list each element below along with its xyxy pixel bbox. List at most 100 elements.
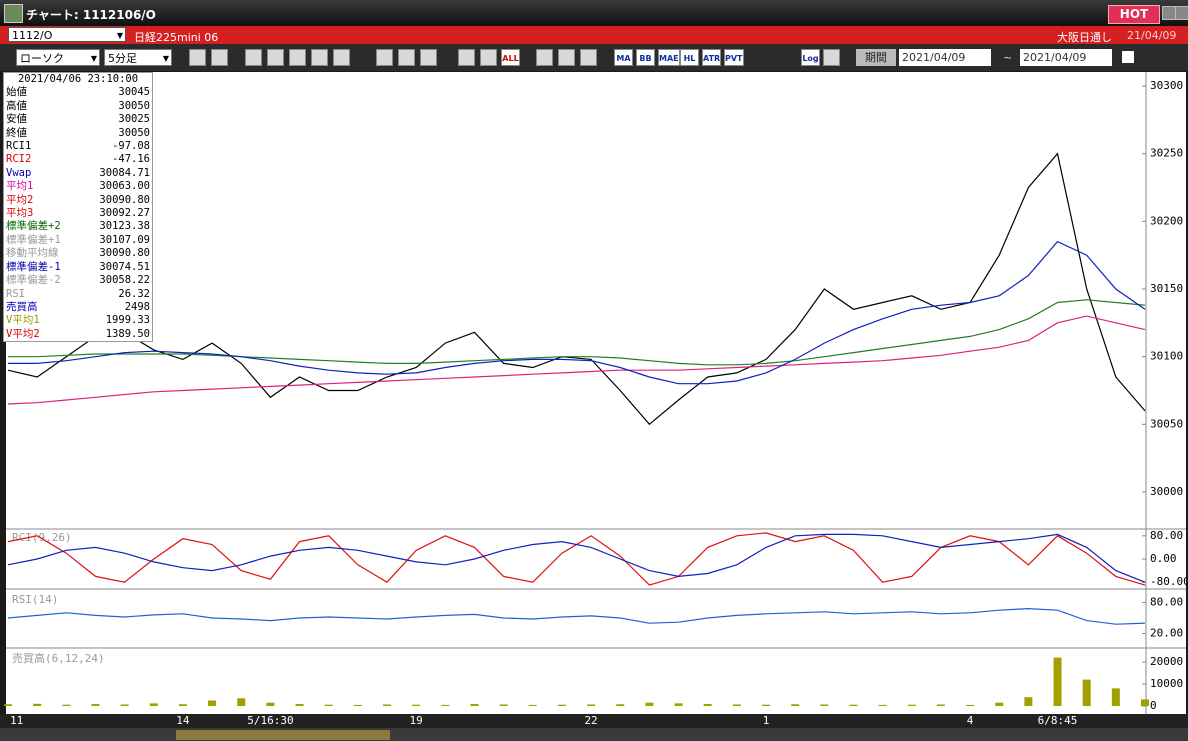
info-row: Vwap 30084.71 <box>4 167 152 180</box>
info-value: 30084.71 <box>99 166 150 179</box>
y-tick-label: 0.00 <box>1150 552 1177 565</box>
info-label: 高値 <box>6 99 27 112</box>
x-tick-label: 22 <box>584 714 597 727</box>
volume-bar <box>528 704 537 706</box>
info-label: 平均2 <box>6 193 34 206</box>
tool-button[interactable] <box>458 49 475 66</box>
volume-bar <box>762 704 770 706</box>
info-row: 平均2 30090.80 <box>4 194 152 207</box>
indicator-button[interactable]: MAE <box>658 49 680 66</box>
scroll-thumb[interactable] <box>176 730 390 740</box>
close-button[interactable] <box>1175 6 1188 20</box>
info-row: 標準偏差-2 30058.22 <box>4 274 152 287</box>
volume-bar <box>120 704 129 706</box>
to-date[interactable]: 2021/04/09 <box>1020 49 1112 66</box>
volume-bar <box>1141 699 1149 706</box>
indicator-button[interactable]: PVT <box>724 49 744 66</box>
y-tick-label: 20.00 <box>1150 627 1183 640</box>
tool-button[interactable] <box>398 49 415 66</box>
tool-button[interactable] <box>536 49 553 66</box>
info-label: 標準偏差+2 <box>6 220 61 233</box>
tool-button[interactable] <box>480 49 497 66</box>
tool-button[interactable] <box>376 49 393 66</box>
info-label: V平均2 <box>6 327 40 340</box>
volume-bar <box>62 704 71 706</box>
tool-button[interactable] <box>189 49 206 66</box>
tool-button[interactable] <box>558 49 575 66</box>
tool-button[interactable] <box>420 49 437 66</box>
info-value: 1999.33 <box>105 314 150 327</box>
info-value: 30090.80 <box>99 193 150 206</box>
indicator-button[interactable]: BB <box>636 49 655 66</box>
y-tick-label: 30250 <box>1150 147 1183 160</box>
series-line <box>7 152 1146 426</box>
panel-title: 売買高(6,12,24) <box>12 651 105 665</box>
y-tick-label: 10000 <box>1150 677 1183 690</box>
info-row: V平均2 1389.50 <box>4 328 152 341</box>
info-value: 30058.22 <box>99 274 150 287</box>
tool-button[interactable] <box>245 49 262 66</box>
series-line <box>7 315 1146 405</box>
indicator-button[interactable]: HL <box>680 49 699 66</box>
symbol-bar: 1112/O 日経225mini 06 大阪日通し 21/04/09 <box>0 26 1188 44</box>
info-value: 2498 <box>124 300 150 313</box>
info-value: 30092.27 <box>99 207 150 220</box>
x-axis-bar <box>0 714 1188 728</box>
window-title: チャート: 1112106/O <box>26 8 156 22</box>
info-row: 標準偏差+2 30123.38 <box>4 220 152 233</box>
all-button[interactable]: ALL <box>501 49 520 66</box>
info-row: 終値 30050 <box>4 127 152 140</box>
y-tick-label: 30300 <box>1150 79 1183 92</box>
tool-button[interactable] <box>289 49 306 66</box>
info-label: 標準偏差-2 <box>6 274 61 287</box>
volume-bar <box>674 703 683 706</box>
info-label: 安値 <box>6 113 27 126</box>
volume-bar <box>91 704 100 706</box>
tool-button[interactable] <box>311 49 328 66</box>
chart-type-select[interactable]: ローソク <box>16 49 100 67</box>
info-datetime: 2021/04/06 23:10:00 <box>4 73 152 86</box>
x-tick-label: 4 <box>967 714 974 727</box>
volume-bar <box>732 704 741 706</box>
period-button[interactable]: 期間 <box>856 49 896 66</box>
volume-bar <box>237 698 246 706</box>
volume-bar <box>149 703 158 706</box>
axis-bg <box>1146 72 1186 714</box>
volume-bar <box>616 704 625 706</box>
tool-button[interactable] <box>333 49 350 66</box>
log-button[interactable]: Log <box>801 49 820 66</box>
tool-button[interactable] <box>823 49 840 66</box>
tilde: ~ <box>1003 51 1013 64</box>
symbol-input[interactable]: 1112/O <box>8 27 126 43</box>
volume-bar <box>791 704 800 706</box>
volume-bar <box>907 704 916 706</box>
hot-button[interactable]: HOT <box>1108 5 1160 24</box>
info-value: 26.32 <box>118 287 150 300</box>
interval-select[interactable]: 5分足 <box>104 49 172 67</box>
y-tick-label: 30050 <box>1150 417 1183 430</box>
tool-button[interactable] <box>267 49 284 66</box>
chart: 11 14 5/16:30 19 22 1 4 6/8:4530000300503010030… <box>0 72 1188 741</box>
indicator-button[interactable]: MA <box>614 49 633 66</box>
tool-button[interactable] <box>580 49 597 66</box>
date: 21/04/09 <box>1127 29 1177 42</box>
info-value: 30025 <box>118 113 150 126</box>
checkbox[interactable] <box>1122 51 1134 63</box>
plot-bg <box>6 72 1146 714</box>
y-tick-label: -80.00 <box>1150 575 1188 588</box>
tool-button[interactable] <box>211 49 228 66</box>
info-row: RCI1 -97.08 <box>4 140 152 153</box>
series-line <box>8 240 1146 385</box>
volume-bar <box>383 704 391 706</box>
y-tick-label: 20000 <box>1150 655 1183 668</box>
title-bar: チャート: 1112106/O HOT <box>0 0 1188 26</box>
volume-bar <box>587 704 596 706</box>
info-row: 標準偏差-1 30074.51 <box>4 261 152 274</box>
series-line <box>7 607 1146 625</box>
datetime: 2021/04/06 23:10:00 <box>17 73 139 85</box>
minimize-button[interactable] <box>1162 6 1176 20</box>
from-date[interactable]: 2021/04/09 <box>899 49 991 66</box>
indicator-button[interactable]: ATR <box>702 49 722 66</box>
y-tick-label: 30100 <box>1150 350 1183 363</box>
info-label: 平均1 <box>6 180 34 193</box>
